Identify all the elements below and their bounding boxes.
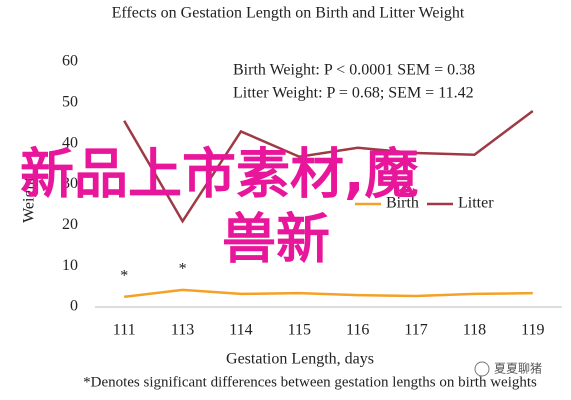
annotation: Birth Weight: P < 0.0001 SEM = 0.38 [233,62,475,79]
x-tick-label: 111 [113,322,136,339]
x-axis-label: Gestation Length, days [226,351,374,368]
y-tick-label: 50 [62,94,78,111]
y-tick-label: 0 [70,298,78,315]
x-tick-label: 114 [229,322,252,339]
y-tick-label: 60 [62,53,78,70]
legend-label: Litter [458,195,494,212]
watermark-icon [474,361,490,377]
annotation: Litter Weight: P = 0.68; SEM = 11.42 [233,85,474,102]
overlay-text: 兽新 [222,208,330,271]
x-tick-label: 117 [404,322,427,339]
y-axis-label: Weight [21,177,38,223]
legend-label: Birth [386,195,419,212]
y-tick-label: 40 [62,134,78,151]
footnote: *Denotes significant differences between… [83,374,537,390]
x-tick-label: 118 [463,322,486,339]
significance-mark: * [179,261,187,278]
series-line [124,288,533,299]
significance-mark: * [120,267,128,284]
watermark: 夏夏聊猪 [494,362,542,376]
chart-title: Effects on Gestation Length on Birth and… [112,5,465,22]
x-tick-label: 113 [171,322,194,339]
y-tick-label: 20 [62,216,78,233]
y-tick-label: 10 [62,257,78,274]
x-tick-label: 116 [346,322,369,339]
overlay-text: 新品上市素材,魔 [20,143,419,206]
x-tick-label: 119 [521,322,544,339]
series-line [123,109,534,224]
x-tick-label: 115 [288,322,311,339]
y-tick-label: 30 [62,175,78,192]
